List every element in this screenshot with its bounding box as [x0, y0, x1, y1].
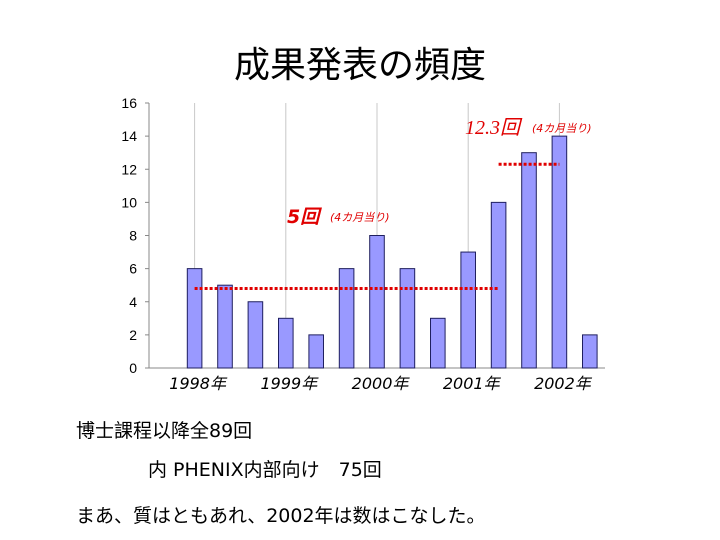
- bar-12: [521, 152, 537, 369]
- bar-13: [551, 135, 568, 369]
- bar-8: [399, 268, 416, 369]
- bar-5: [308, 334, 324, 369]
- y-tick-label-3: 6: [129, 261, 137, 277]
- y-tick-label-0: 0: [129, 360, 137, 376]
- x-tick-label-3: 2001年: [443, 374, 502, 393]
- bar-6: [338, 268, 355, 369]
- bar-10: [460, 251, 476, 369]
- average-label-1: 12.3回: [465, 117, 523, 139]
- total-count-text: 博士課程以降全89回: [76, 420, 253, 442]
- average-note-1: (4カ月当り): [532, 122, 592, 135]
- internal-count-text: 内 PHENIX内部向け 75回: [148, 459, 382, 481]
- bar-1: [186, 268, 203, 369]
- comment-text: まあ、質はともあれ、2002年は数はこなした。: [76, 505, 486, 527]
- x-tick-label-0: 1998年: [169, 374, 228, 393]
- y-tick-label-7: 14: [121, 128, 137, 144]
- bar-7: [369, 235, 385, 369]
- bar-4: [278, 317, 294, 369]
- y-tick-label-4: 8: [129, 228, 137, 244]
- bar-11: [490, 201, 507, 369]
- average-label-0: 5回: [287, 206, 322, 228]
- y-tick-label-1: 2: [129, 327, 137, 343]
- y-tick-label-5: 10: [121, 194, 137, 210]
- bar-9: [430, 317, 446, 369]
- y-tick-label-8: 16: [121, 95, 137, 111]
- x-tick-label-1: 1999年: [260, 374, 319, 393]
- x-tick-label-4: 2002年: [534, 374, 593, 393]
- y-tick-label-2: 4: [129, 294, 137, 310]
- bar-3: [247, 301, 264, 369]
- y-tick-label-6: 12: [121, 161, 137, 177]
- average-note-0: (4カ月当り): [330, 211, 390, 224]
- bar-14: [582, 334, 598, 369]
- bar-2: [217, 284, 233, 369]
- slide-title: 成果発表の頻度: [233, 45, 486, 86]
- x-tick-label-2: 2000年: [352, 374, 411, 393]
